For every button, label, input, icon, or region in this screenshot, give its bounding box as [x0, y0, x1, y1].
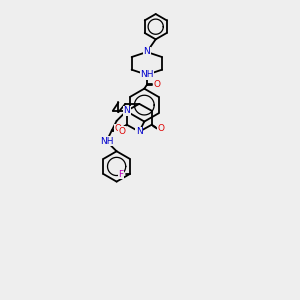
Text: O: O: [157, 124, 164, 133]
Text: N: N: [143, 47, 150, 56]
Text: F: F: [118, 169, 124, 178]
Text: NH: NH: [100, 136, 113, 146]
Text: O: O: [118, 127, 125, 136]
Text: O: O: [154, 80, 160, 89]
Text: N: N: [136, 127, 142, 136]
Text: O: O: [114, 124, 122, 133]
Text: NH: NH: [140, 70, 154, 79]
Text: N: N: [123, 106, 130, 115]
